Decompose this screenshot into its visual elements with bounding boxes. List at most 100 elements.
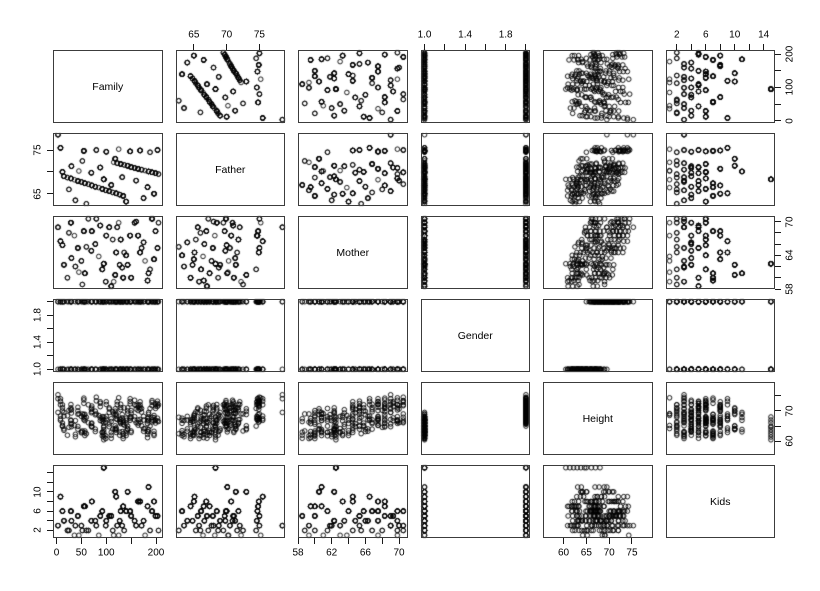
axis-tick-label: 6 bbox=[702, 29, 709, 41]
scatter-panel-height-vs-gender bbox=[420, 382, 530, 455]
axis-tick-label: 14 bbox=[758, 29, 770, 41]
axis-tick-label: 70 bbox=[784, 405, 796, 417]
axis-tick bbox=[226, 44, 228, 50]
scatter-panel-kids-vs-family bbox=[53, 465, 163, 538]
axis-tick bbox=[47, 491, 53, 493]
axis-tick bbox=[505, 44, 507, 50]
axis-tick bbox=[47, 149, 53, 151]
axis-tick-label: 1.8 bbox=[32, 308, 44, 323]
axis-tick bbox=[676, 44, 678, 50]
axis-tick bbox=[444, 44, 446, 50]
axis-tick bbox=[705, 44, 707, 50]
axis-tick bbox=[563, 538, 565, 544]
axis-tick bbox=[47, 355, 53, 357]
scatter-panel-family-vs-gender bbox=[420, 50, 530, 123]
axis-tick bbox=[258, 44, 260, 50]
axis-tick bbox=[80, 538, 82, 544]
axis-tick-label: 70 bbox=[603, 547, 615, 559]
scatter-panel-kids-vs-mother bbox=[298, 465, 408, 538]
scatter-panel-kids-vs-gender bbox=[420, 465, 530, 538]
scatter-panel-gender-vs-height bbox=[543, 299, 653, 372]
axis-tick bbox=[297, 538, 299, 544]
axis-tick-label: 75 bbox=[253, 29, 265, 41]
diagonal-panel-mother bbox=[298, 216, 408, 289]
axis-tick bbox=[47, 510, 53, 512]
axis-tick bbox=[47, 314, 53, 316]
scatter-panel-mother-vs-father bbox=[175, 216, 285, 289]
axis-tick bbox=[47, 328, 53, 330]
axis-tick bbox=[775, 288, 781, 290]
axis-tick bbox=[105, 538, 107, 544]
axis-tick-label: 58 bbox=[292, 547, 304, 559]
scatter-panel-father-vs-height bbox=[543, 133, 653, 206]
axis-tick-label: 10 bbox=[729, 29, 741, 41]
axis-tick-label: 6 bbox=[32, 508, 44, 514]
axis-tick bbox=[775, 103, 781, 105]
axis-tick-label: 60 bbox=[557, 547, 570, 559]
axis-tick-label: 1.4 bbox=[32, 335, 44, 350]
axis-tick-label: 65 bbox=[32, 188, 44, 200]
diagonal-panel-gender bbox=[420, 299, 530, 372]
axis-tick bbox=[775, 86, 781, 88]
axis-tick bbox=[775, 221, 781, 223]
axis-tick bbox=[775, 70, 781, 72]
scatter-panel-family-vs-father bbox=[175, 50, 285, 123]
axis-tick-label: 50 bbox=[75, 547, 87, 559]
axis-tick bbox=[775, 254, 781, 256]
axis-tick bbox=[734, 44, 736, 50]
axis-tick bbox=[47, 171, 53, 173]
axis-tick-label: 75 bbox=[626, 547, 638, 559]
axis-tick bbox=[381, 538, 383, 544]
axis-tick bbox=[47, 368, 53, 370]
scatter-panel-family-vs-height bbox=[543, 50, 653, 123]
diagonal-panel-father bbox=[175, 133, 285, 206]
axis-tick-label: 1.8 bbox=[498, 29, 513, 41]
axis-tick bbox=[775, 243, 781, 245]
axis-tick-label: 60 bbox=[784, 435, 796, 447]
variable-label-mother: Mother bbox=[336, 246, 370, 259]
axis-tick bbox=[763, 44, 765, 50]
axis-tick bbox=[484, 44, 486, 50]
axis-tick-label: 70 bbox=[221, 29, 233, 41]
axis-tick bbox=[690, 44, 692, 50]
variable-label-father: Father bbox=[215, 163, 246, 176]
scatter-panel-mother-vs-gender bbox=[420, 216, 530, 289]
axis-tick bbox=[775, 425, 781, 427]
scatter-panel-height-vs-family bbox=[53, 382, 163, 455]
axis-tick bbox=[47, 481, 53, 483]
variable-label-gender: Gender bbox=[457, 329, 493, 342]
axis-tick bbox=[364, 538, 366, 544]
axis-tick-label: 2 bbox=[32, 527, 44, 534]
axis-tick bbox=[775, 277, 781, 279]
scatter-panel-height-vs-father bbox=[175, 382, 285, 455]
axis-tick-label: 10 bbox=[32, 486, 44, 498]
axis-tick-label: 100 bbox=[784, 79, 796, 96]
axis-tick bbox=[47, 520, 53, 522]
axis-tick bbox=[775, 395, 781, 397]
axis-tick-label: 66 bbox=[359, 547, 371, 559]
axis-tick-label: 0 bbox=[784, 117, 796, 124]
axis-tick bbox=[314, 538, 316, 544]
axis-tick bbox=[47, 501, 53, 502]
axis-tick bbox=[525, 44, 527, 50]
axis-tick bbox=[775, 266, 781, 268]
axis-tick-label: 70 bbox=[784, 216, 796, 228]
axis-tick-label: 1.0 bbox=[417, 29, 432, 41]
axis-tick bbox=[631, 538, 633, 544]
scatter-panel-mother-vs-family bbox=[53, 216, 163, 289]
axis-tick-label: 1.0 bbox=[32, 362, 44, 377]
scatter-panel-gender-vs-family bbox=[53, 299, 163, 372]
variable-label-family: Family bbox=[92, 80, 124, 93]
axis-tick bbox=[47, 193, 53, 195]
diagonal-panel-height bbox=[543, 382, 653, 455]
axis-tick bbox=[47, 301, 53, 303]
axis-tick-label: 70 bbox=[393, 547, 405, 559]
axis-tick bbox=[775, 53, 781, 55]
axis-tick bbox=[775, 410, 781, 412]
axis-tick-label: 75 bbox=[32, 144, 44, 156]
axis-tick-label: 200 bbox=[784, 45, 796, 63]
diagonal-panel-family bbox=[53, 50, 163, 123]
scatter-panel-father-vs-mother bbox=[298, 133, 408, 206]
axis-tick-label: 1.4 bbox=[458, 29, 473, 41]
